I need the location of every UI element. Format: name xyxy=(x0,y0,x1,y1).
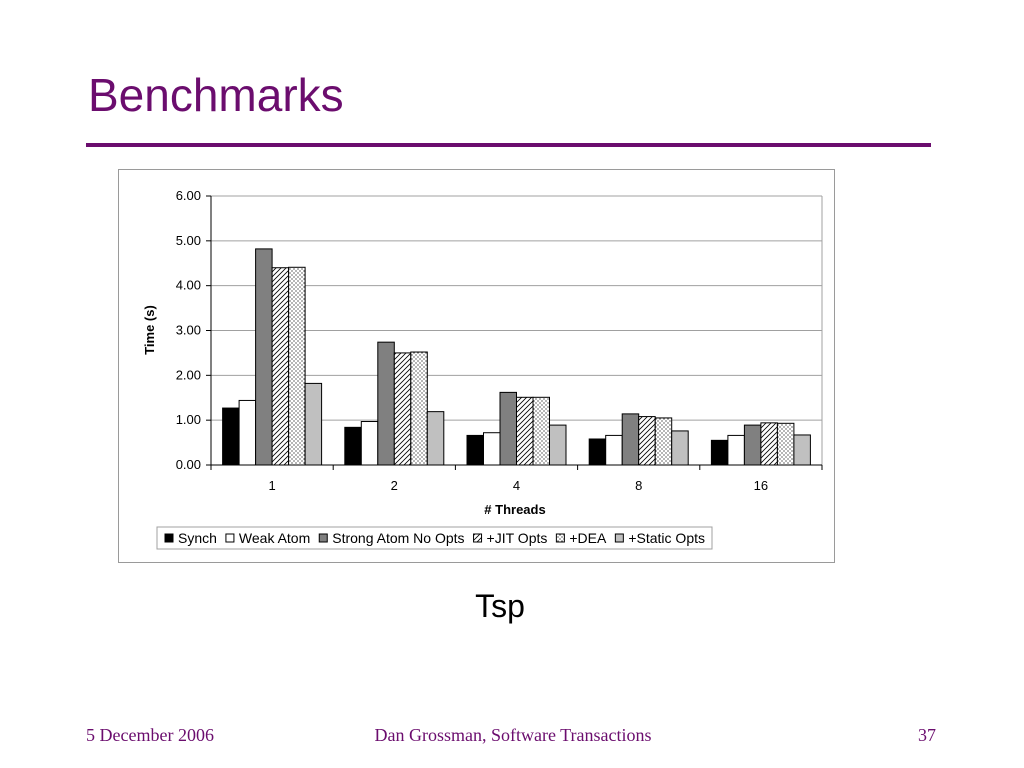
bar-synch-8 xyxy=(588,438,607,466)
bar-synch-1 xyxy=(222,407,240,466)
footer-page-number: 37 xyxy=(918,725,936,745)
bar--static-opts-16 xyxy=(793,434,811,466)
y-tick-label: 0.00 xyxy=(176,457,201,472)
bar-strong-atom-no-opts-16 xyxy=(743,424,762,466)
bar--static-opts-4 xyxy=(549,424,567,466)
footer-date: 5 December 2006 xyxy=(86,725,214,745)
legend-swatch xyxy=(473,533,483,543)
chart-caption: Tsp xyxy=(475,588,525,624)
bar--jit-opts-8 xyxy=(638,416,656,466)
y-tick-label: 6.00 xyxy=(176,188,201,203)
y-tick-label: 4.00 xyxy=(176,278,201,293)
legend-swatch xyxy=(164,533,174,543)
title-divider xyxy=(86,143,931,147)
bar--jit-opts-2 xyxy=(393,352,412,466)
bar--dea-16 xyxy=(776,422,795,466)
bar--static-opts-2 xyxy=(426,411,445,466)
bar-strong-atom-no-opts-1 xyxy=(255,248,273,466)
bar-weak-atom-16 xyxy=(727,434,745,466)
legend-swatch xyxy=(614,533,624,543)
y-tick-label: 1.00 xyxy=(176,412,201,427)
bar--static-opts-1 xyxy=(304,382,323,466)
legend-box xyxy=(156,526,713,550)
x-tick-label: 1 xyxy=(268,478,275,493)
bar--dea-4 xyxy=(532,396,550,466)
bar-weak-atom-2 xyxy=(360,421,379,466)
legend-swatch xyxy=(225,533,235,543)
legend-entry: +JIT Opts xyxy=(487,530,548,546)
bar-synch-16 xyxy=(710,439,729,466)
x-tick-label: 8 xyxy=(635,478,642,493)
x-tick-label: 2 xyxy=(391,478,398,493)
y-tick-label: 5.00 xyxy=(176,233,201,248)
legend-entry: +Static Opts xyxy=(628,530,705,546)
legend-entry: +DEA xyxy=(569,530,607,546)
legend-entry: Strong Atom No Opts xyxy=(332,530,464,546)
x-axis-label: # Threads xyxy=(484,502,545,517)
legend-entry: Synch xyxy=(178,530,217,546)
bar--dea-8 xyxy=(654,417,673,466)
y-tick-label: 3.00 xyxy=(176,323,201,338)
bar-chart: 0.00 1.00 2.00 3.00 4.00 5.00 6.00 1 2 4 8 16 Time … xyxy=(142,188,823,550)
bar--dea-1 xyxy=(288,266,306,466)
bar-synch-2 xyxy=(344,426,362,466)
bar-strong-atom-no-opts-8 xyxy=(621,413,640,466)
footer-center: Dan Grossman, Software Transactions xyxy=(374,725,652,745)
legend-swatch xyxy=(555,533,565,543)
chart-frame: 0.00 1.00 2.00 3.00 4.00 5.00 6.00 1 2 4 8 16 Time … xyxy=(118,169,835,563)
bar-strong-atom-no-opts-2 xyxy=(377,341,395,466)
legend: Synch Weak Atom Strong Atom No Opts +JIT Op… xyxy=(156,526,713,550)
legend-swatch xyxy=(318,533,328,543)
x-tick-label: 16 xyxy=(754,478,768,493)
y-tick-label: 2.00 xyxy=(176,367,201,382)
bar-weak-atom-1 xyxy=(238,399,257,466)
x-tick-label: 4 xyxy=(513,478,520,493)
bar--jit-opts-4 xyxy=(516,396,534,466)
slide-title: Benchmarks xyxy=(88,69,344,121)
legend-entry: Weak Atom xyxy=(239,530,310,546)
y-axis-label: Time (s) xyxy=(142,305,157,355)
bar--jit-opts-1 xyxy=(271,267,290,466)
bar-synch-4 xyxy=(466,434,484,466)
bar-strong-atom-no-opts-4 xyxy=(499,391,517,466)
bar-weak-atom-4 xyxy=(483,432,501,466)
bar--static-opts-8 xyxy=(671,430,689,466)
bar--jit-opts-16 xyxy=(760,422,778,466)
bar--dea-2 xyxy=(410,351,428,466)
bar-weak-atom-8 xyxy=(605,434,623,466)
